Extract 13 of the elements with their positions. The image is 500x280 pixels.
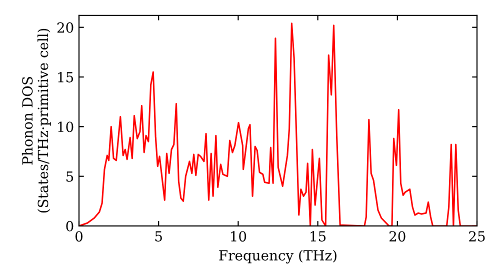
y-tick-label: 15 xyxy=(58,72,74,82)
x-tick-label: 20 xyxy=(390,231,406,242)
x-tick-label: 10 xyxy=(231,231,246,242)
y-tick-label: 0 xyxy=(66,220,74,232)
y-tick-label: 10 xyxy=(58,122,74,132)
x-tick-label: 25 xyxy=(469,231,485,242)
x-axis-title: Frequency (THz) xyxy=(219,250,336,264)
y-tick-label: 5 xyxy=(66,171,74,182)
x-tick-label: 0 xyxy=(75,231,82,242)
y-tick-label: 20 xyxy=(57,22,74,33)
y-axis-title: Phonon DOS (States/THz·primitive cell) xyxy=(22,28,51,213)
x-tick-label: 5 xyxy=(155,231,162,242)
x-tick-label: 15 xyxy=(310,231,326,242)
